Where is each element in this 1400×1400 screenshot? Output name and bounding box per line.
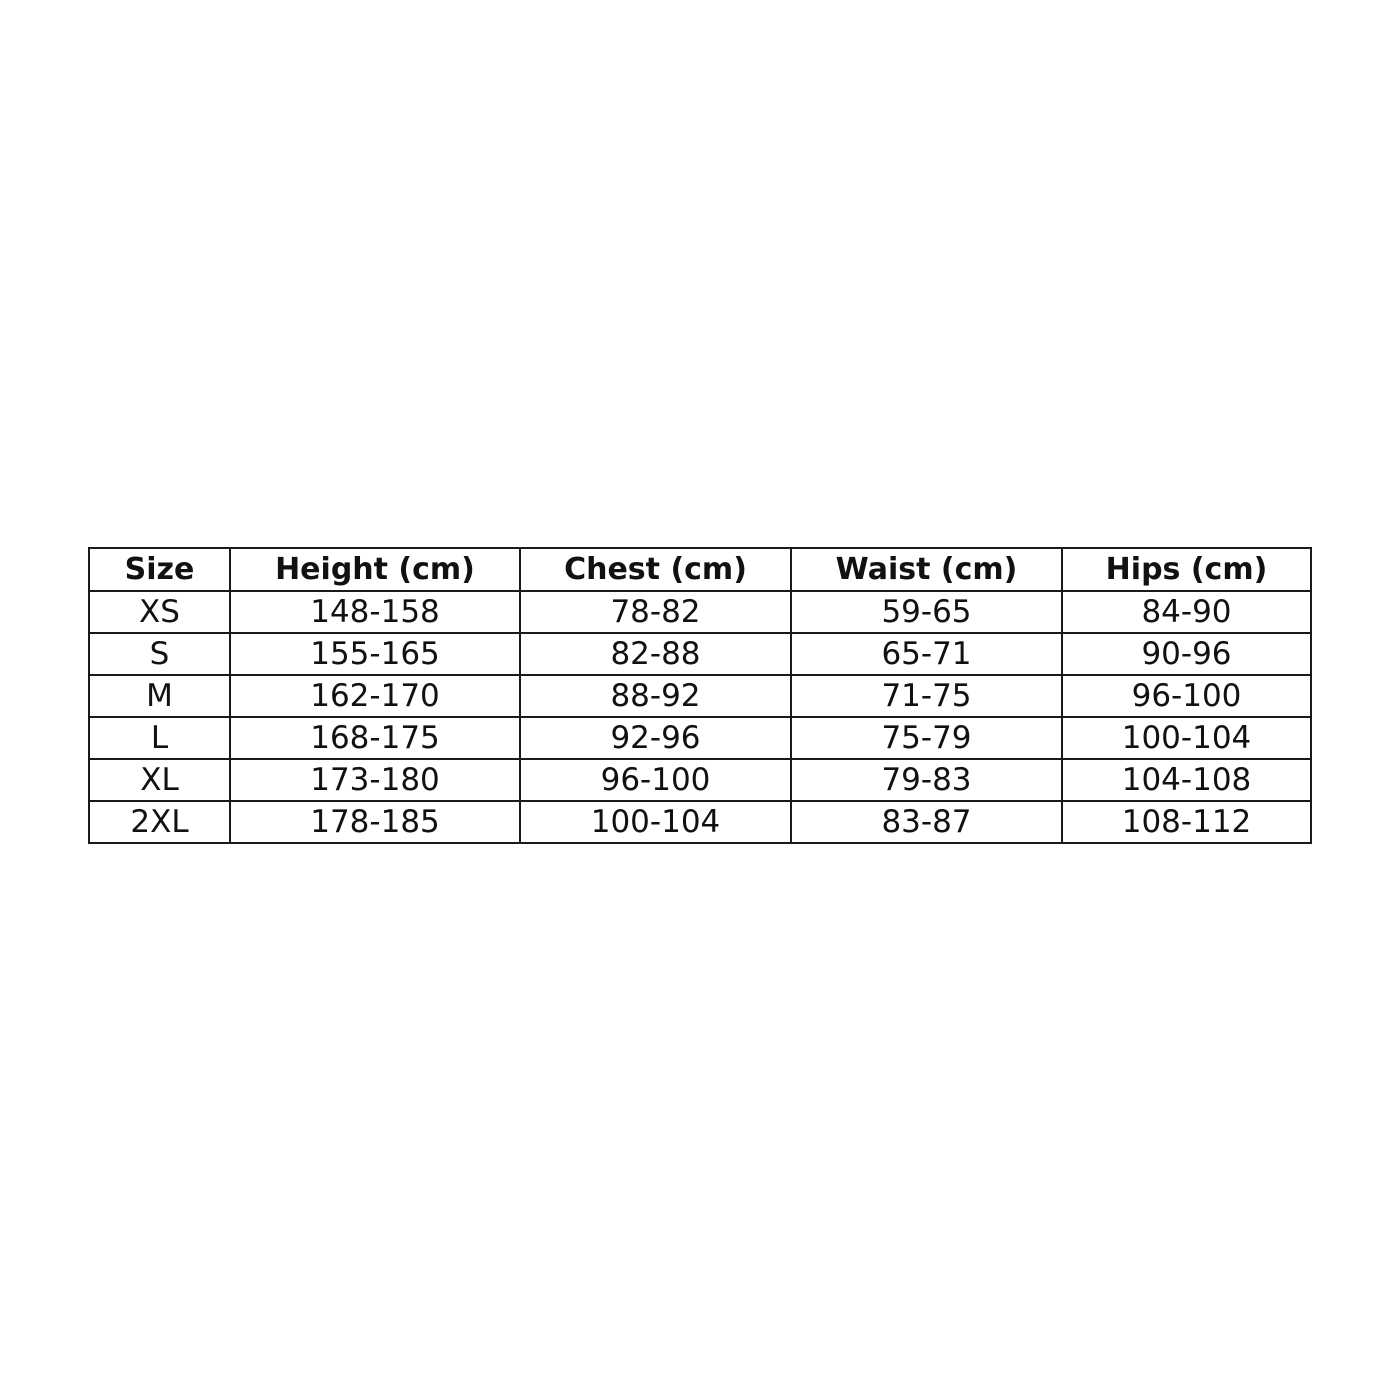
cell-waist: 71-75 [790,674,1063,718]
cell-chest: 100-104 [519,800,792,844]
header-size: Size [88,547,231,592]
cell-height: 168-175 [229,716,521,760]
table-row: 2XL 178-185 100-104 83-87 108-112 [88,800,1312,844]
table-row: XL 173-180 96-100 79-83 104-108 [88,758,1312,802]
cell-hips: 90-96 [1061,632,1312,676]
cell-hips: 100-104 [1061,716,1312,760]
cell-waist: 65-71 [790,632,1063,676]
header-waist: Waist (cm) [790,547,1063,592]
cell-size: S [88,632,231,676]
cell-height: 155-165 [229,632,521,676]
cell-waist: 59-65 [790,590,1063,634]
cell-hips: 96-100 [1061,674,1312,718]
cell-height: 148-158 [229,590,521,634]
cell-chest: 92-96 [519,716,792,760]
cell-size: XL [88,758,231,802]
header-row: Size Height (cm) Chest (cm) Waist (cm) H… [88,547,1312,592]
cell-height: 173-180 [229,758,521,802]
cell-waist: 79-83 [790,758,1063,802]
cell-chest: 82-88 [519,632,792,676]
cell-chest: 96-100 [519,758,792,802]
cell-hips: 108-112 [1061,800,1312,844]
cell-waist: 83-87 [790,800,1063,844]
table-body: XS 148-158 78-82 59-65 84-90 S 155-165 82-88 65-… [88,590,1312,844]
cell-chest: 88-92 [519,674,792,718]
cell-waist: 75-79 [790,716,1063,760]
header-hips: Hips (cm) [1061,547,1312,592]
cell-height: 162-170 [229,674,521,718]
header-height: Height (cm) [229,547,521,592]
cell-hips: 104-108 [1061,758,1312,802]
header-chest: Chest (cm) [519,547,792,592]
cell-size: M [88,674,231,718]
cell-hips: 84-90 [1061,590,1312,634]
cell-size: XS [88,590,231,634]
cell-height: 178-185 [229,800,521,844]
table-row: L 168-175 92-96 75-79 100-104 [88,716,1312,760]
cell-size: 2XL [88,800,231,844]
table-row: S 155-165 82-88 65-71 90-96 [88,632,1312,676]
cell-size: L [88,716,231,760]
size-chart-table: Size Height (cm) Chest (cm) Waist (cm) H… [88,547,1312,844]
table-row: XS 148-158 78-82 59-65 84-90 [88,590,1312,634]
cell-chest: 78-82 [519,590,792,634]
table-row: M 162-170 88-92 71-75 96-100 [88,674,1312,718]
